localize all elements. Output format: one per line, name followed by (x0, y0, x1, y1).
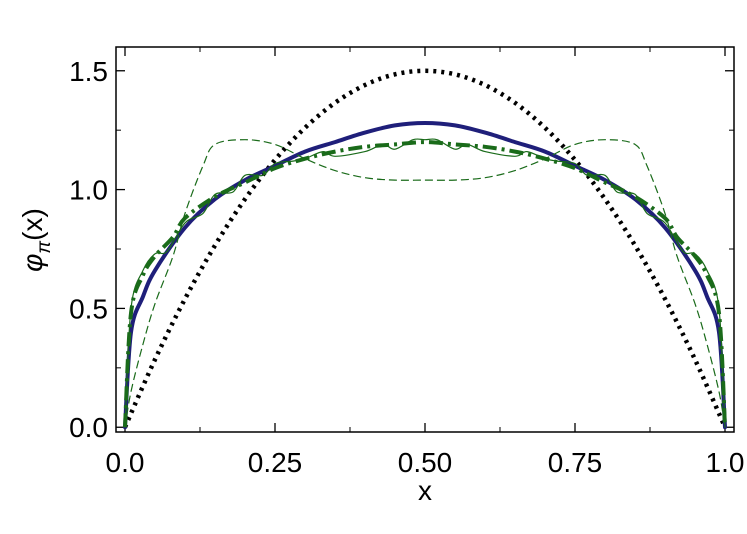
y-tick-label: 0.5 (69, 293, 108, 324)
series-layer (122, 68, 728, 430)
plot-frame (115, 46, 735, 433)
x-tick-label: 0.25 (248, 447, 303, 478)
x-tick-label: 0.0 (106, 447, 145, 478)
y-tick-label: 1.5 (69, 56, 108, 87)
series-line-solid-thin (124, 138, 726, 428)
ticks: 0.0 0.25 0.50 0.75 1.0 0.0 0.5 1.0 1.5 (69, 47, 744, 478)
y-axis-label-rest: (x) (17, 208, 48, 241)
y-axis-label: φπ(x) (17, 208, 55, 272)
series-line-solid-thick (123, 121, 727, 430)
y-axis-label-main: φ (17, 254, 48, 272)
x-tick-label: 0.75 (548, 447, 603, 478)
y-tick-label: 0.0 (69, 412, 108, 443)
series-line-dash-dot-thick (123, 140, 727, 428)
series-line-dashed-thin (124, 139, 726, 428)
y-tick-label: 1.0 (69, 175, 108, 206)
y-axis-label-sub: π (34, 240, 55, 254)
x-tick-label: 1.0 (706, 447, 745, 478)
x-axis-label: x (418, 475, 432, 506)
series-line-dotted (122, 68, 728, 429)
x-tick-label: 0.50 (398, 447, 453, 478)
